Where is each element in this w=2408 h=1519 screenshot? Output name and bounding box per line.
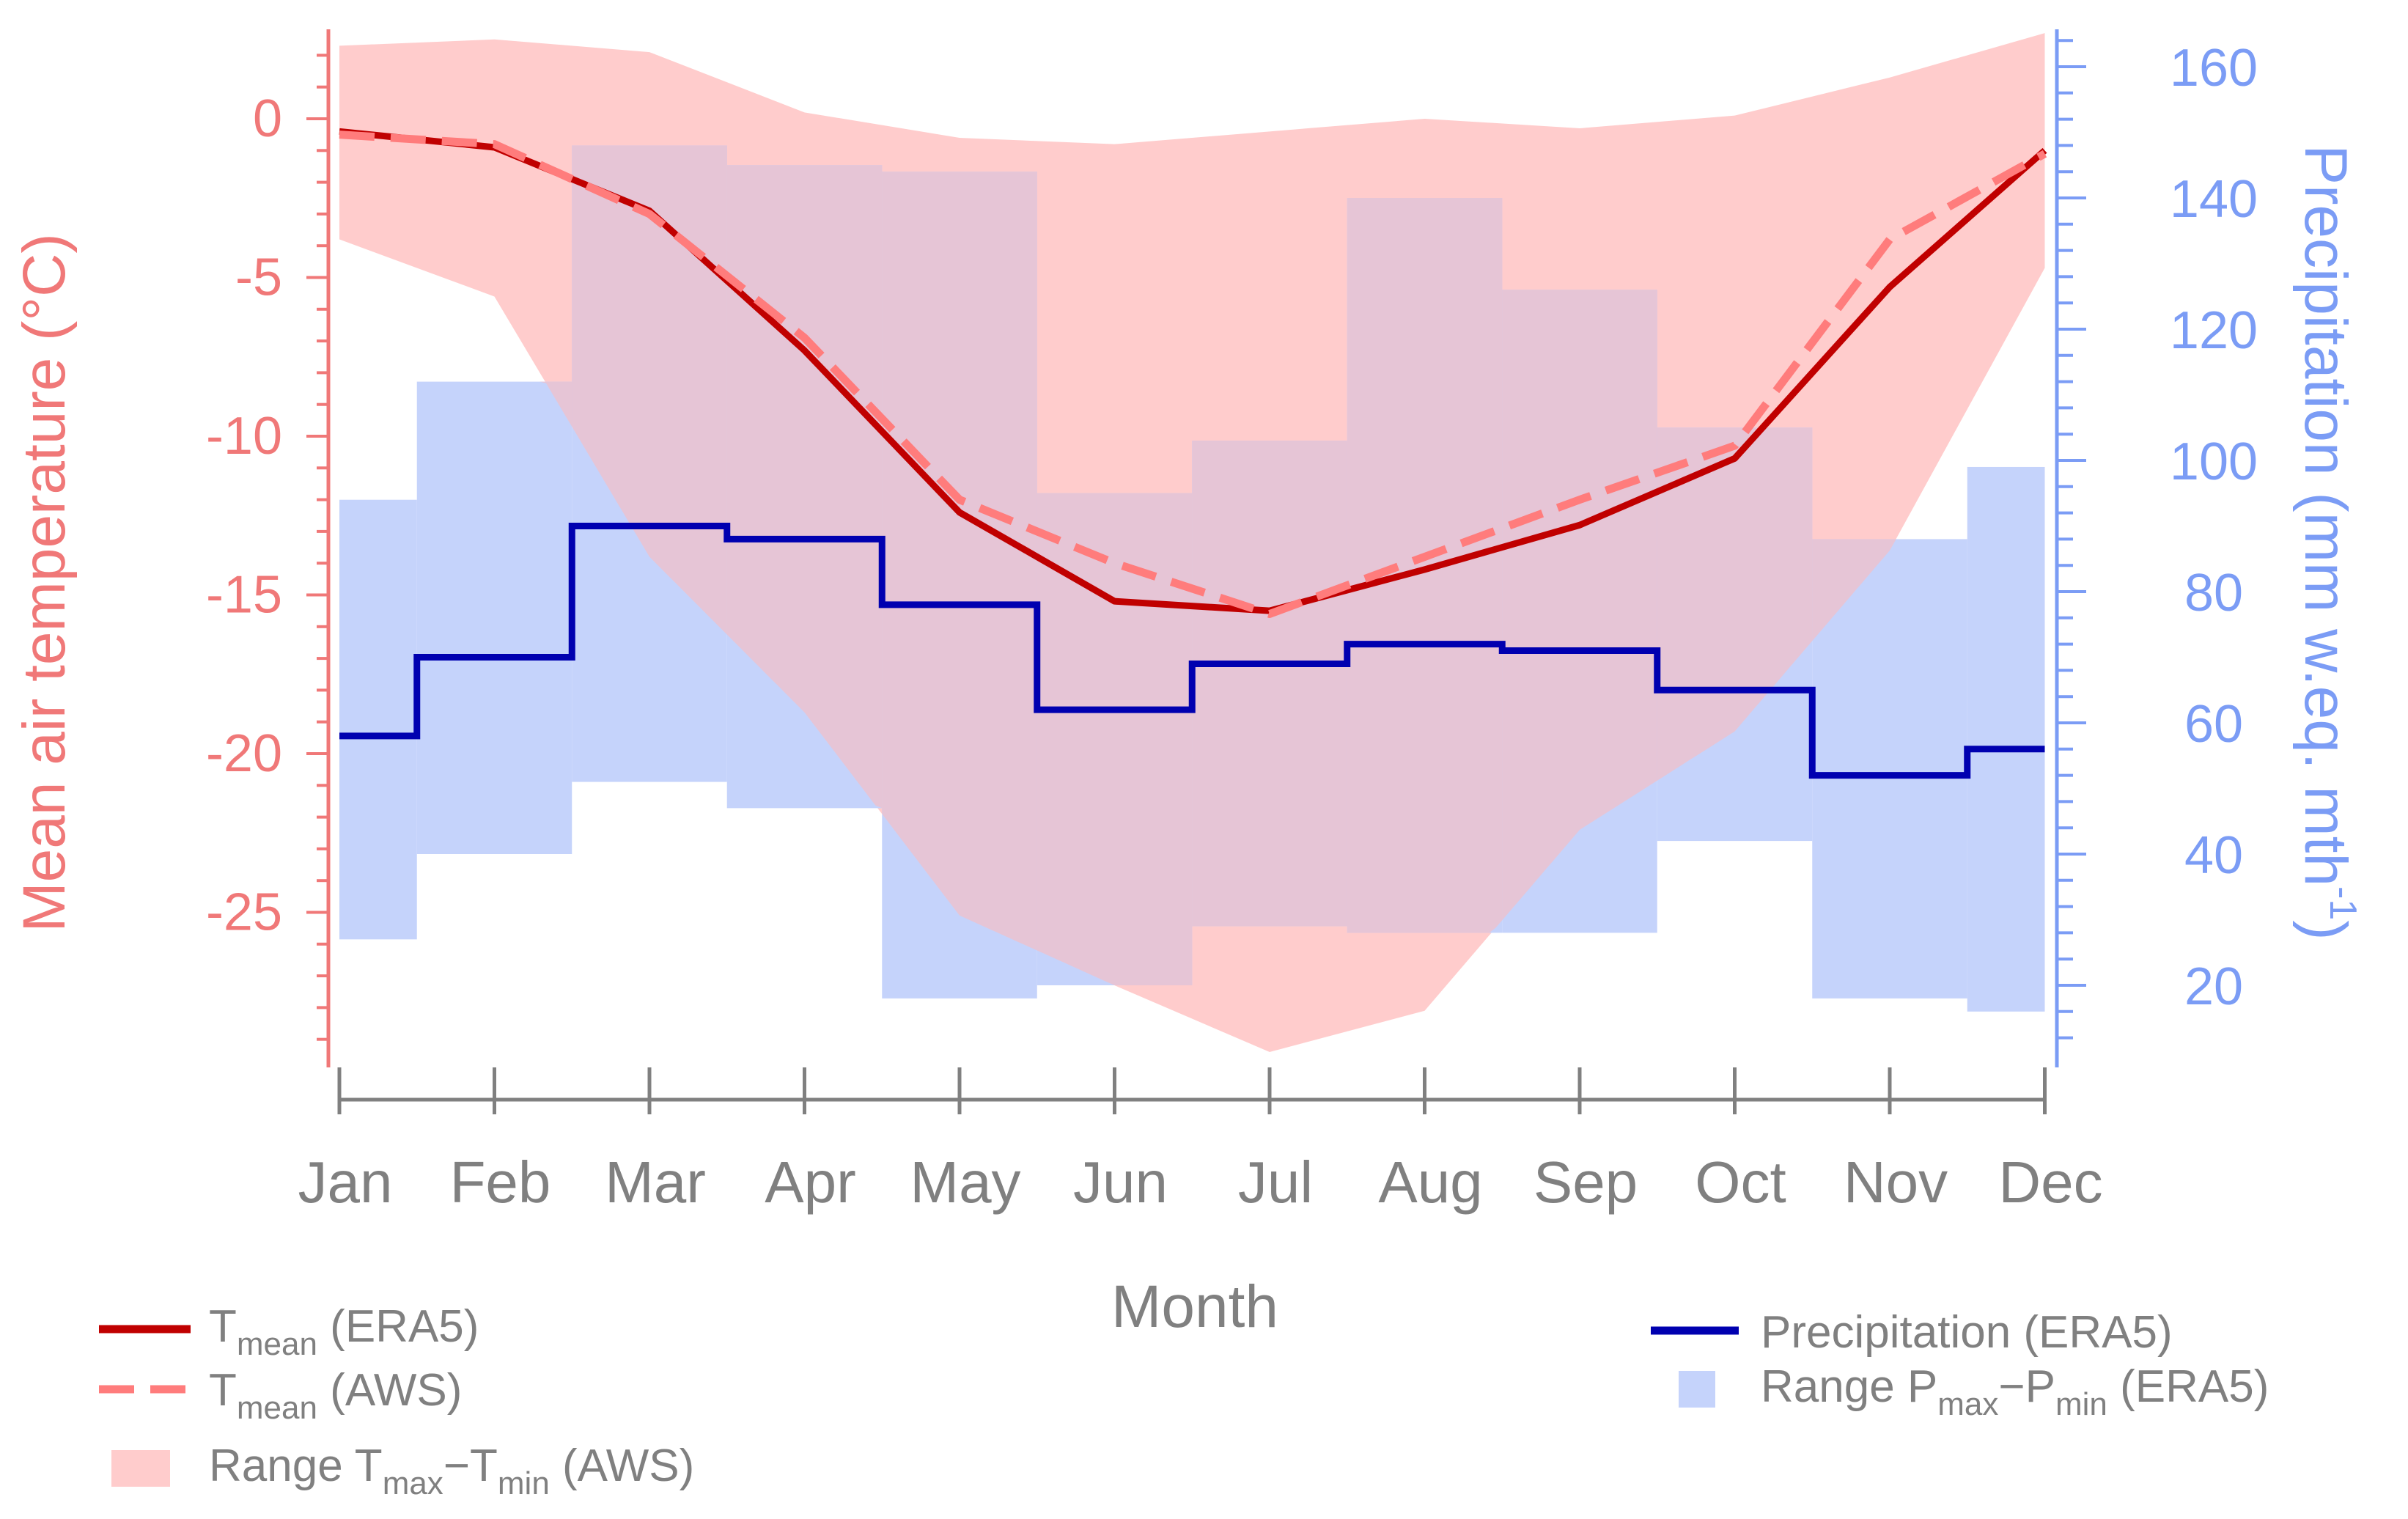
legend-p-range-rest: (ERA5) xyxy=(2107,1361,2269,1412)
band-overlap-mar xyxy=(572,145,727,635)
precip-range-bar-dec xyxy=(1967,466,2045,1012)
legend-t-era5-rest: (ERA5) xyxy=(317,1301,479,1352)
legend-t-range-mid: −T xyxy=(443,1441,498,1491)
band-overlap-jul xyxy=(1192,441,1347,927)
band-overlap-nov xyxy=(1812,539,1967,641)
y-right-tick-label: 40 xyxy=(2184,826,2243,885)
band-overlap-apr xyxy=(726,165,883,809)
precip-range-bar-nov xyxy=(1812,539,1967,998)
legend-t-era5-sub: mean xyxy=(237,1326,317,1362)
legend-label-t-aws: Tmean (AWS) xyxy=(209,1365,462,1426)
legend-label-p-era5: Precipitation (ERA5) xyxy=(1761,1307,2173,1358)
x-tick-label-may: May xyxy=(910,1150,1020,1215)
x-tick-label-dec: Dec xyxy=(1998,1150,2102,1215)
band-overlap-jun xyxy=(1037,493,1193,985)
axes-layer: 0 -5 -10 -15 -20 -25 160 140 120 100 80 60 40 20 Jan Fe… xyxy=(206,29,2258,1215)
x-tick-label-apr: Apr xyxy=(765,1150,856,1215)
legend-t-aws-rest: (AWS) xyxy=(317,1365,462,1416)
y-left-tick-label: -5 xyxy=(235,249,282,307)
x-tick-label-jan: Jan xyxy=(298,1150,393,1215)
legend-label-t-range: Range Tmax−Tmin (AWS) xyxy=(209,1441,694,1501)
y-right-tick-label: 20 xyxy=(2184,957,2243,1016)
band-overlap-feb xyxy=(416,381,572,427)
y-right-tick-label: 80 xyxy=(2184,564,2243,622)
y-axis-left-title: Mean air temperature (°C) xyxy=(11,233,78,932)
y-right-tick-label: 160 xyxy=(2170,39,2258,98)
legend-t-range-sub1: max xyxy=(383,1465,443,1501)
x-tick-label-sep: Sep xyxy=(1533,1150,1638,1215)
y-right-tick-label: 120 xyxy=(2170,301,2258,360)
x-tick-label-jun: Jun xyxy=(1073,1150,1168,1215)
y-axis-right-title-main: Precipitation (mm w.eq. mth xyxy=(2292,144,2359,886)
y-axis-right-title-close: ) xyxy=(2292,920,2359,940)
y-left-tick-label: -20 xyxy=(206,724,282,783)
legend-label-p-range: Range Pmax−Pmin (ERA5) xyxy=(1761,1361,2269,1422)
x-tick-label-oct: Oct xyxy=(1695,1150,1786,1215)
precip-range-bar-feb xyxy=(416,381,572,854)
y-left-tick-label: -10 xyxy=(206,407,282,466)
y-right-tick-label: 140 xyxy=(2170,170,2258,229)
legend-swatch-t-range xyxy=(111,1450,170,1487)
y-left-tick-label: -25 xyxy=(206,883,282,942)
legend-label-t-era5: Tmean (ERA5) xyxy=(209,1301,479,1362)
legend-t-range-pre: Range T xyxy=(209,1441,383,1491)
x-tick-label-nov: Nov xyxy=(1844,1150,1948,1215)
legend-p-range-pre: Range P xyxy=(1761,1361,1937,1412)
legend-t-aws-sym: T xyxy=(209,1365,237,1416)
y-right-tick-label: 100 xyxy=(2170,433,2258,491)
x-tick-label-aug: Aug xyxy=(1378,1150,1482,1215)
band-overlap-may xyxy=(882,172,1037,951)
legend-t-range-sub2: min xyxy=(498,1465,550,1501)
legend-p-range-mid: −P xyxy=(1998,1361,2055,1412)
y-right-tick-label: 60 xyxy=(2184,695,2243,754)
y-axis-right-title-sup: -1 xyxy=(2322,886,2364,920)
tmean-aws-line xyxy=(339,130,2047,618)
series-lines-layer xyxy=(339,128,2047,779)
band-overlap-layer xyxy=(416,145,1967,985)
legend-t-range-rest: (AWS) xyxy=(550,1441,694,1491)
x-axis-title: Month xyxy=(1111,1273,1278,1340)
band-overlap-sep xyxy=(1502,290,1657,921)
y-left-tick-label: -15 xyxy=(206,566,282,625)
legend-t-era5-sym: T xyxy=(209,1301,237,1352)
legend: Tmean (ERA5) Tmean (AWS) Range Tmax−Tmin… xyxy=(99,1301,2269,1501)
tmean-era5-line xyxy=(339,128,2047,614)
y-axis-right-title: Precipitation (mm w.eq. mth-1) xyxy=(2292,144,2364,940)
band-overlap-aug xyxy=(1347,198,1503,933)
legend-t-aws-sub: mean xyxy=(237,1390,317,1426)
x-tick-label-feb: Feb xyxy=(450,1150,551,1215)
legend-p-range-sub1: max xyxy=(1937,1386,1998,1422)
legend-p-range-sub2: min xyxy=(2055,1386,2107,1422)
y-left-tick-label: 0 xyxy=(253,89,282,148)
precip-range-bar-jan xyxy=(339,499,417,940)
x-tick-label-jul: Jul xyxy=(1238,1150,1313,1215)
x-tick-label-mar: Mar xyxy=(605,1150,706,1215)
legend-swatch-p-range xyxy=(1679,1371,1715,1408)
precipitation-era5-line xyxy=(339,523,2045,779)
